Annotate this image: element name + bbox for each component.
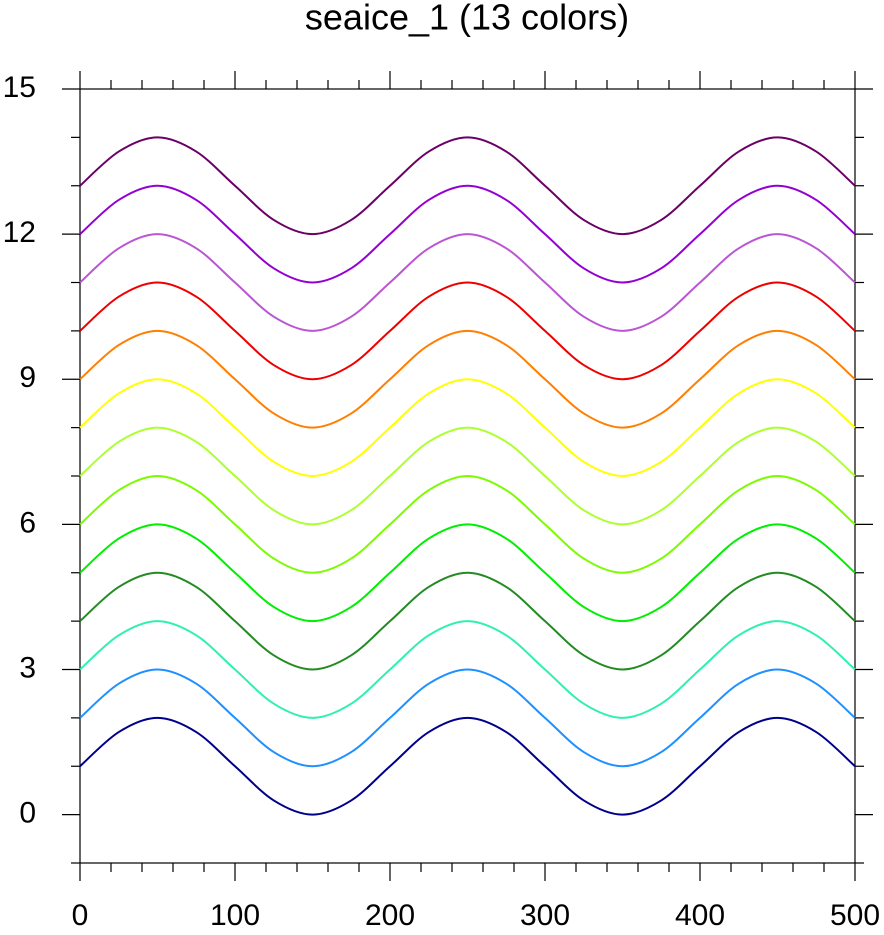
series-line [79,426,856,526]
series-line [79,620,856,719]
x-tick-label: 0 [72,899,89,932]
series-line [79,523,856,623]
series-line [79,668,856,768]
x-tick-label: 200 [365,899,415,932]
x-tick-label: 400 [675,899,725,932]
y-tick-label: 9 [19,361,36,394]
chart-title: seaice_1 (13 colors) [305,0,629,38]
series-line [79,233,856,332]
series-line [79,571,856,671]
x-tick-label: 300 [520,899,570,932]
series-line [79,329,856,429]
y-tick-label: 0 [19,797,36,830]
series-line [79,378,856,478]
x-tick-label: 500 [830,899,880,932]
y-tick-label: 6 [19,506,36,539]
series-line [79,136,856,236]
series-line [79,184,856,284]
y-tick-label: 3 [19,651,36,684]
series-line [79,281,856,381]
x-tick-label: 100 [210,899,260,932]
series-line [79,716,856,816]
y-tick-label: 12 [3,216,36,249]
y-tick-label: 15 [3,71,36,104]
series-line [79,474,856,574]
